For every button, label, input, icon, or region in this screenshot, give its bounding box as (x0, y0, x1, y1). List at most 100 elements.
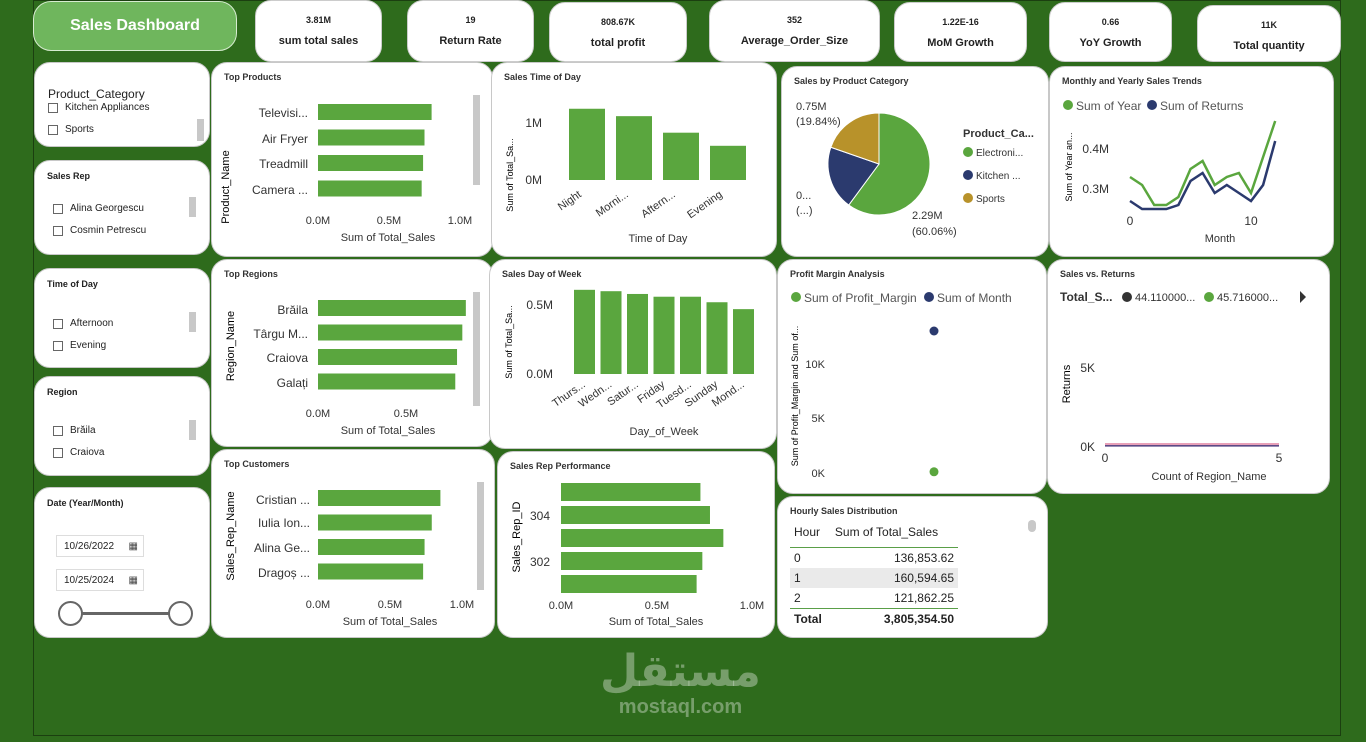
y-tick: 0.4M (1082, 142, 1109, 156)
pie-label: 0.75M (796, 101, 827, 113)
y-tick: 1M (525, 116, 542, 130)
slicer-option[interactable]: Kitchen Appliances (48, 102, 150, 113)
scrollbar[interactable] (197, 119, 204, 141)
y-axis-label: Sum of Profit_Margin and Sum of... (790, 326, 800, 467)
x-tick: 0.5M (378, 599, 402, 611)
x-tick: 5 (1276, 451, 1283, 465)
x-tick: 10 (1244, 214, 1258, 228)
table-row[interactable]: 0 136,853.62 (790, 548, 958, 569)
y-axis-label: Sales_Rep_ID (511, 501, 523, 572)
slicer-option[interactable]: Craiova (53, 447, 104, 458)
scrollbar[interactable] (477, 482, 484, 590)
bar (561, 552, 703, 570)
slicer-option[interactable]: Sports (48, 124, 94, 135)
checkbox[interactable] (48, 102, 58, 113)
scrollbar[interactable] (473, 292, 480, 406)
slicer-region[interactable]: Region Brăila Craiova (34, 376, 210, 476)
x-tick: 1.0M (740, 600, 764, 612)
top-products-chart: Product_Name Televisi... Air Fryer Tread… (220, 104, 472, 244)
y-tick: 5K (812, 413, 826, 425)
scrollbar[interactable] (189, 197, 196, 217)
scrollbar[interactable] (1028, 520, 1036, 532)
x-tick: 0.0M (306, 215, 330, 227)
sales-cell: 121,862.25 (893, 591, 954, 605)
scrollbar[interactable] (189, 420, 196, 440)
sales-cell: 160,594.65 (830, 568, 958, 588)
checkbox[interactable] (53, 425, 63, 436)
watermark-arabic: مستقل (600, 646, 761, 697)
slicer-option[interactable]: Evening (53, 340, 106, 351)
kpi-value: 3.81M (305, 15, 331, 25)
bar (318, 155, 424, 171)
sales-cell: 136,853.62 (893, 551, 954, 565)
checkbox[interactable] (53, 340, 63, 351)
x-tick: 1.0M (450, 599, 474, 611)
slicer-date[interactable]: Date (Year/Month) 10/26/2022 ▦ 10/25/2024… (34, 487, 210, 638)
start-date-value: 10/26/2022 (64, 540, 115, 552)
checkbox[interactable] (53, 318, 63, 329)
checkbox[interactable] (53, 447, 63, 458)
scrollbar[interactable] (473, 95, 480, 185)
legend-swatch (1147, 100, 1157, 110)
profit-margin-chart: Sum of Profit_Margin Sum of Month Sum of… (790, 291, 1012, 480)
date-range-start-handle[interactable] (58, 601, 83, 626)
x-tick: 0 (1102, 451, 1109, 465)
kpi-card: 352 Average_Order_Size (709, 0, 880, 62)
date-range-track[interactable] (71, 612, 181, 615)
series-line (1129, 120, 1277, 207)
dashboard-title-button[interactable]: Sales Dashboard (33, 1, 237, 51)
end-date-input[interactable]: 10/25/2024 ▦ (56, 569, 144, 591)
checkbox[interactable] (48, 124, 58, 135)
kpi-card: 0.66 YoY Growth (1049, 2, 1172, 62)
kpi-card: 19 Return Rate (407, 0, 534, 62)
table-row[interactable]: 1 160,594.65 (790, 568, 958, 588)
slicer-option[interactable]: Cosmin Petrescu (53, 225, 146, 236)
slicer-sales-rep[interactable]: Sales Rep Alina Georgescu Cosmin Petresc… (34, 160, 210, 255)
scrollbar[interactable] (189, 312, 196, 332)
slicer-option[interactable]: Alina Georgescu (53, 203, 144, 214)
legend-next-arrow-icon[interactable] (1300, 291, 1306, 303)
slicer-product-category[interactable]: Product_Category Kitchen Appliances Spor… (34, 62, 210, 147)
slicer-option[interactable]: Afternoon (53, 318, 113, 329)
kpi-value: 11K (1260, 20, 1277, 30)
y-tick: 0K (812, 468, 826, 480)
calendar-icon[interactable]: ▦ (128, 540, 138, 552)
y-tick: 0.0M (526, 367, 553, 381)
kpi-value: 352 (786, 15, 803, 25)
checkbox[interactable] (53, 225, 63, 236)
category-label: Brăila (277, 303, 308, 317)
kpi-value: 1.22E-16 (942, 17, 979, 27)
legend-item: Sum of Returns (1160, 99, 1243, 113)
y-tick: 10K (805, 359, 825, 371)
legend-item: Sum of Profit_Margin (804, 291, 917, 305)
date-range-end-handle[interactable] (168, 601, 193, 626)
kpi-label: total profit (590, 37, 646, 49)
watermark-logo: مستقل mostaql.com (600, 648, 761, 719)
legend-swatch (963, 170, 973, 180)
card-title: Sales Time of Day (504, 72, 581, 82)
table-row[interactable]: 2 121,862.25 (790, 588, 958, 609)
top-regions-card: Top Regions Region_Name Brăila Târgu M..… (211, 259, 493, 447)
column-header[interactable]: Hour (790, 519, 831, 548)
category-label: Night (556, 189, 584, 214)
legend-item: Sports (976, 194, 1005, 205)
kpi-value: 808.67K (600, 17, 636, 27)
calendar-icon[interactable]: ▦ (128, 574, 138, 586)
bar (561, 575, 697, 593)
sales-time-of-day-card: Sales Time of Day Sum of Total_Sa... 1M … (491, 62, 777, 257)
slicer-option[interactable]: Brăila (53, 425, 96, 436)
column-header[interactable]: Sum of Total_Sales (830, 519, 958, 548)
checkbox[interactable] (53, 203, 63, 214)
sales-by-category-card: Sales by Product Category 0.75M (19.84%)… (781, 66, 1049, 257)
category-label: Treadmill (259, 157, 308, 171)
kpi-card: 808.67K total profit (549, 2, 687, 62)
card-title: Monthly and Yearly Sales Trends (1062, 76, 1202, 86)
slicer-time-of-day[interactable]: Time of Day Afternoon Evening (34, 268, 210, 368)
pie-label: (19.84%) (796, 116, 841, 128)
category-label: Dragoș ... (258, 566, 310, 580)
start-date-input[interactable]: 10/26/2022 ▦ (56, 535, 144, 557)
legend-item: Sum of Year (1076, 99, 1141, 113)
category-label: Air Fryer (262, 132, 308, 146)
card-title: Top Products (224, 72, 282, 82)
sales-rep-performance-card: Sales Rep Performance Sales_Rep_ID 304 3… (497, 451, 775, 638)
